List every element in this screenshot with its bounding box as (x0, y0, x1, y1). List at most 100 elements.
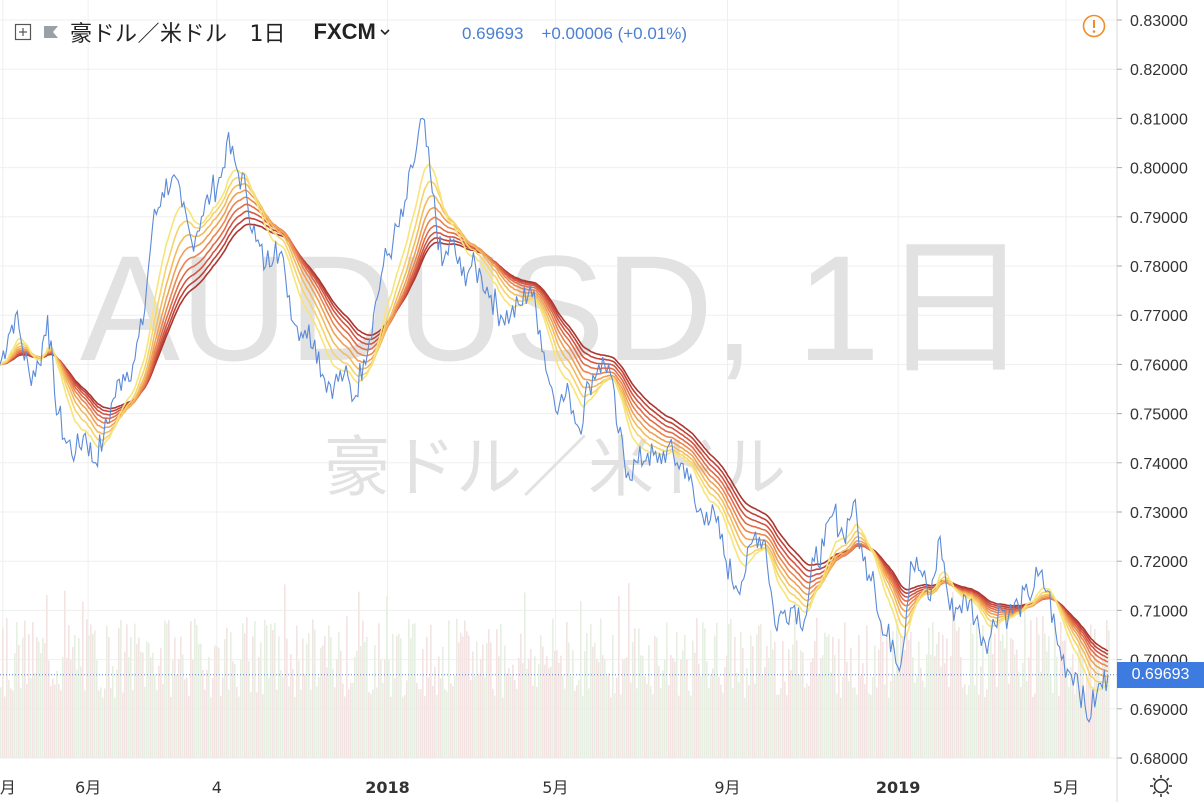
volume-bar (166, 623, 168, 758)
alert-icon[interactable] (1082, 14, 1106, 38)
volume-bar (828, 634, 830, 758)
volume-bar (882, 641, 884, 758)
volume-bar (578, 679, 580, 758)
volume-bar (906, 634, 908, 758)
volume-bar (724, 667, 726, 758)
volume-bar (12, 690, 14, 758)
volume-bar (686, 659, 688, 758)
volume-bar (738, 682, 740, 758)
volume-bar (100, 687, 102, 758)
volume-bar (136, 643, 138, 758)
volume-bar (770, 630, 772, 758)
volume-bar (28, 634, 30, 758)
symbol-name[interactable]: 豪ドル／米ドル (70, 22, 228, 47)
volume-bar (210, 697, 212, 758)
volume-bar (750, 635, 752, 758)
volume-bar (384, 659, 386, 758)
volume-bar (470, 680, 472, 758)
volume-bar (476, 641, 478, 758)
volume-bar (406, 680, 408, 758)
volume-bar (538, 664, 540, 758)
volume-bar (52, 678, 54, 758)
volume-bar (1094, 629, 1096, 758)
volume-bar (480, 658, 482, 758)
volume-bar (886, 634, 888, 758)
volume-bar (472, 651, 474, 758)
exchange-selector[interactable]: FXCM (314, 19, 392, 45)
volume-bar (270, 623, 272, 758)
price-change: +0.00006 (541, 24, 613, 43)
volume-bar (286, 638, 288, 758)
ema-line-32 (0, 223, 1109, 652)
volume-bar (574, 690, 576, 758)
volume-bar (86, 619, 88, 758)
volume-bar (582, 696, 584, 758)
volume-bar (708, 688, 710, 758)
volume-bar (990, 621, 992, 758)
volume-bar (518, 657, 520, 758)
volume-bar (130, 636, 132, 758)
volume-bar (1054, 618, 1056, 758)
volume-bar (1014, 654, 1016, 758)
volume-bar (798, 675, 800, 758)
volume-bar (742, 648, 744, 758)
volume-bar (500, 623, 502, 758)
x-tick-label: 2018 (365, 778, 410, 797)
volume-bar (436, 694, 438, 758)
volume-bar (994, 633, 996, 758)
volume-bar (872, 676, 874, 758)
volume-bar (898, 669, 900, 758)
volume-bar (696, 618, 698, 758)
volume-bar (996, 687, 998, 758)
volume-bar (774, 642, 776, 758)
volume-bar (368, 691, 370, 758)
volume-bar (602, 655, 604, 758)
volume-bar (1000, 640, 1002, 758)
volume-bar (548, 667, 550, 758)
volume-bar (980, 666, 982, 758)
volume-bar (310, 689, 312, 758)
volume-bar (1056, 656, 1058, 758)
volume-bar (378, 623, 380, 758)
volume-bar (528, 658, 530, 758)
volume-bar (526, 668, 528, 758)
volume-bar (336, 659, 338, 758)
volume-bar (960, 657, 962, 758)
volume-bar (554, 650, 556, 758)
volume-bar (822, 655, 824, 758)
volume-bar (610, 697, 612, 758)
volume-bar (26, 683, 28, 758)
volume-bar (212, 678, 214, 758)
volume-bar (496, 629, 498, 758)
volume-bar (416, 682, 418, 758)
volume-bar (754, 683, 756, 758)
expand-icon[interactable] (14, 23, 32, 41)
volume-bar (866, 625, 868, 758)
volume-bar (942, 634, 944, 758)
volume-bar (156, 690, 158, 758)
volume-bar (884, 684, 886, 758)
volume-bar (448, 620, 450, 758)
volume-bar (654, 635, 656, 758)
volume-bar (10, 688, 12, 758)
volume-bar (246, 617, 248, 758)
x-tick-label: 2019 (876, 778, 921, 797)
volume-bar (778, 694, 780, 758)
volume-bar (1036, 617, 1038, 758)
volume-bar (984, 697, 986, 758)
volume-bar (1076, 674, 1078, 758)
volume-bar (208, 656, 210, 758)
volume-bar (170, 696, 172, 758)
volume-bar (334, 687, 336, 758)
volume-bar (94, 630, 96, 758)
volume-bar (2, 628, 4, 758)
volume-bar (634, 628, 636, 758)
volume-bar (206, 669, 208, 758)
volume-bar (482, 644, 484, 758)
volume-bar (434, 666, 436, 758)
interval-label[interactable]: 1日 (249, 22, 286, 47)
gear-icon[interactable] (1148, 773, 1174, 799)
volume-bar (326, 667, 328, 758)
